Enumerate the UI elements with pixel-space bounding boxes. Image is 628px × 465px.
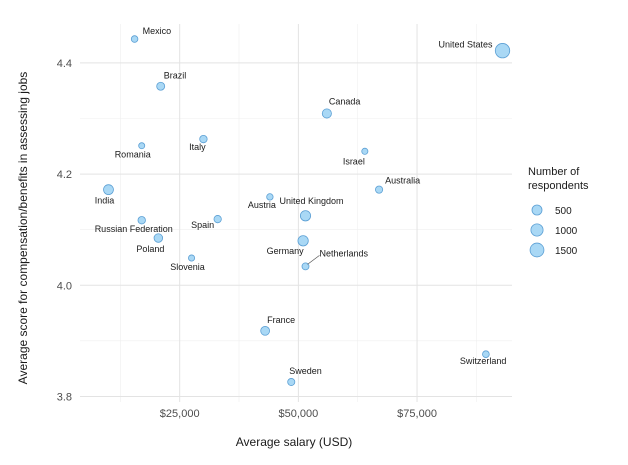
label-australia: Australia [385,176,420,186]
point-australia [375,185,384,194]
point-romania [138,142,146,150]
label-united-kingdom: United Kingdom [279,196,343,206]
label-canada: Canada [329,96,361,106]
legend-label-1000: 1000 [555,226,578,237]
label-switzerland: Switzerland [460,356,507,366]
point-poland [153,233,164,243]
label-india: India [95,196,115,206]
point-labels: Mexico Brazil United States Canada Romania It… [95,26,507,376]
x-tick-label: $25,000 [160,408,200,420]
legend-title-line2: respondents [528,180,589,192]
legend-title-line1: Number of [528,166,580,178]
point-canada [321,108,332,119]
point-spain [213,215,222,224]
y-tick-label: 3.8 [57,391,72,403]
point-slovenia [188,254,196,262]
label-slovenia: Slovenia [170,262,205,272]
x-axis-title: Average salary (USD) [236,435,352,449]
grid-lines [80,24,512,402]
y-tick-label: 4.2 [57,169,72,181]
legend-key-1000 [530,223,544,237]
y-axis-ticks: 3.8 4.0 4.2 4.4 [57,58,72,404]
point-germany [297,235,309,247]
point-netherlands [301,262,310,271]
y-axis-title: Average score for compensation/benefits … [16,72,30,385]
label-italy: Italy [189,142,206,152]
label-russian-federation: Russian Federation [95,224,173,234]
point-brazil [156,81,166,91]
x-axis-ticks: $25,000 $50,000 $75,000 [160,408,437,420]
y-tick-label: 4.0 [57,280,72,292]
x-tick-label: $50,000 [278,408,318,420]
label-sweden: Sweden [289,366,322,376]
label-spain: Spain [191,220,214,230]
legend-label-1500: 1500 [555,246,578,257]
label-mexico: Mexico [143,26,172,36]
label-leader-line [307,255,320,265]
x-tick-label: $75,000 [397,408,437,420]
point-france [260,326,270,336]
legend-key-500 [531,204,543,216]
legend-label-500: 500 [555,206,572,217]
label-austria: Austria [248,200,276,210]
point-israel [361,147,369,155]
legend-entries: 500 1000 1500 [529,204,578,258]
y-tick-label: 4.4 [57,58,72,70]
plot-panel [80,24,512,402]
point-sweden [287,378,296,386]
point-russian-federation [137,216,146,225]
label-germany: Germany [267,246,305,256]
point-italy [199,134,208,144]
label-netherlands: Netherlands [319,248,368,258]
point-india [103,184,114,196]
point-united-kingdom [299,210,312,222]
label-poland: Poland [136,244,164,254]
label-brazil: Brazil [164,70,187,80]
point-switzerland [482,350,490,358]
point-austria [266,193,274,201]
data-points [103,35,511,386]
legend-key-1500 [529,242,545,258]
legend: Number of respondents 500 1000 1500 [528,166,589,258]
label-united-states: United States [438,40,493,50]
label-france: France [267,315,295,325]
label-romania: Romania [115,150,151,160]
point-mexico [130,35,139,43]
label-israel: Israel [343,156,365,166]
point-united-states [494,43,511,59]
